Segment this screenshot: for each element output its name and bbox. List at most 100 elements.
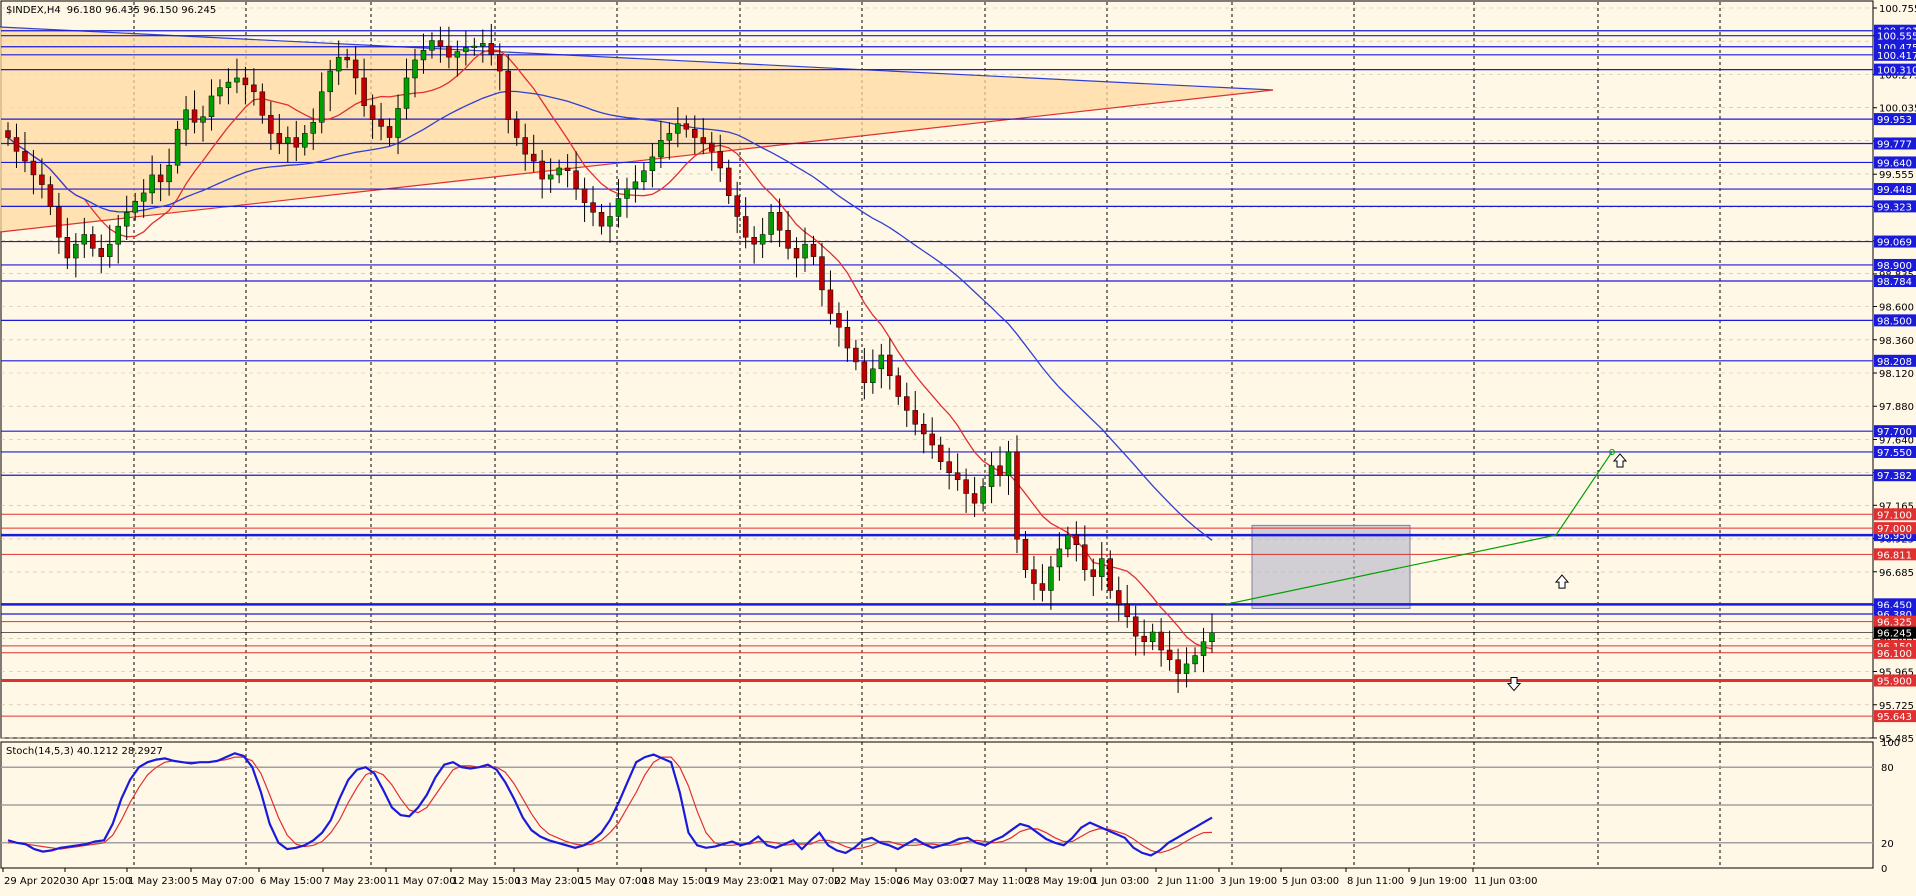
- candle-body: [547, 174, 554, 180]
- candle-body: [870, 368, 876, 383]
- candle-body: [335, 56, 342, 72]
- price-level-label: 99.069: [1874, 235, 1916, 249]
- price-level-label: 98.784: [1874, 275, 1916, 288]
- candle-body: [878, 354, 885, 370]
- symbol-title: $INDEX,H4: [6, 5, 61, 16]
- candle-body: [1048, 566, 1054, 591]
- stoch-tick-label: 100: [1881, 738, 1900, 749]
- candle-body: [1115, 590, 1122, 605]
- x-tick-label: 12 May 15:00: [452, 876, 521, 887]
- price-label-box: [1874, 314, 1916, 327]
- y-tick-label: 100.035: [1879, 104, 1916, 115]
- candle-body: [285, 137, 291, 144]
- candle-body: [30, 160, 37, 176]
- price-label-box: [1874, 508, 1916, 521]
- triangle-lower-edge: [0, 89, 1274, 233]
- x-tick-label: 27 May 11:00: [962, 876, 1031, 887]
- x-tick-label: 13 May 23:00: [515, 876, 584, 887]
- candle-body: [369, 105, 376, 120]
- candle-body: [751, 237, 757, 245]
- triangle-pattern: [0, 26, 1411, 609]
- ma-slow-line: [7, 90, 1213, 541]
- candle-body: [268, 115, 274, 134]
- candle-body: [1192, 655, 1198, 665]
- candle-body: [318, 91, 325, 123]
- candle-body: [412, 59, 418, 79]
- candle-body: [708, 142, 715, 152]
- moving-averages: [7, 49, 1213, 650]
- y-tick-label: 95.965: [1879, 668, 1914, 679]
- candle-body: [123, 212, 130, 227]
- candle-body: [683, 123, 690, 130]
- x-tick-label: 15 May 07:00: [579, 876, 648, 887]
- candle-body: [827, 289, 834, 314]
- candle-body: [904, 396, 910, 411]
- candle-body: [1183, 663, 1190, 674]
- candle-body: [293, 137, 300, 148]
- price-level-label: 98.900: [1874, 258, 1916, 272]
- candle-body: [836, 313, 842, 328]
- x-tick-label: 18 May 15:00: [642, 876, 711, 887]
- candle-body: [1099, 558, 1105, 577]
- candle-body: [675, 123, 681, 134]
- candle-body: [1014, 451, 1020, 540]
- price-label-text: 98.900: [1877, 261, 1912, 272]
- candle-body: [166, 164, 172, 183]
- candle-body: [598, 212, 605, 227]
- price-level-label: 98.500: [1874, 314, 1916, 327]
- price-label-text: 99.777: [1877, 139, 1912, 150]
- price-label-text: 97.100: [1877, 510, 1912, 521]
- candle-body: [615, 198, 622, 217]
- candle-body: [1090, 569, 1097, 577]
- price-level-label: 96.245: [1874, 626, 1916, 640]
- x-tick-label: 3 Jun 19:00: [1220, 876, 1277, 887]
- candle-body: [64, 237, 71, 259]
- price-level-label: 99.777: [1874, 137, 1916, 150]
- candle-body: [302, 133, 308, 148]
- price-label-box: [1874, 626, 1916, 639]
- candle-body: [234, 77, 240, 83]
- candle-body: [717, 151, 723, 169]
- candle-body: [692, 128, 698, 138]
- candle-body: [1082, 544, 1088, 570]
- candle-body: [725, 167, 732, 196]
- candle-body: [420, 49, 427, 61]
- candle-body: [522, 137, 528, 155]
- price-label-box: [1874, 235, 1916, 248]
- price-label-box: [1874, 598, 1916, 611]
- candle-body: [403, 77, 410, 109]
- candle-body: [793, 248, 800, 259]
- y-tick-label: 97.640: [1879, 435, 1914, 446]
- candle-body: [488, 43, 495, 55]
- stoch-tick-label: 0: [1881, 864, 1887, 875]
- candle-body: [22, 151, 28, 162]
- x-tick-label: 22 May 15:00: [834, 876, 903, 887]
- price-label-text: 98.784: [1877, 277, 1912, 288]
- candle-body: [954, 472, 961, 480]
- candle-body: [624, 188, 630, 199]
- x-tick-label: 26 May 03:00: [897, 876, 966, 887]
- candle-body: [1166, 649, 1173, 660]
- price-level-label: 97.382: [1874, 469, 1916, 482]
- price-label-box: [1874, 183, 1916, 196]
- candle-body: [641, 170, 647, 183]
- candle-body: [887, 354, 893, 377]
- price-level-label: 97.550: [1874, 445, 1916, 459]
- candle-body: [1132, 616, 1139, 637]
- candle-body: [200, 116, 206, 123]
- candle-body: [225, 81, 232, 88]
- candle-body: [259, 91, 266, 116]
- price-label-text: 96.245: [1877, 629, 1912, 640]
- candle-body: [1073, 534, 1080, 546]
- price-label-box: [1874, 63, 1916, 76]
- price-label-text: 97.382: [1877, 471, 1912, 482]
- consolidation-box: [1251, 524, 1411, 609]
- price-label-box: [1874, 674, 1916, 687]
- x-tick-label: 29 Apr 2020: [4, 876, 66, 887]
- candle-body: [505, 70, 512, 120]
- price-label-box: [1874, 522, 1916, 535]
- candle-body: [378, 119, 384, 127]
- price-label-box: [1874, 425, 1916, 438]
- candle-body: [1149, 631, 1156, 642]
